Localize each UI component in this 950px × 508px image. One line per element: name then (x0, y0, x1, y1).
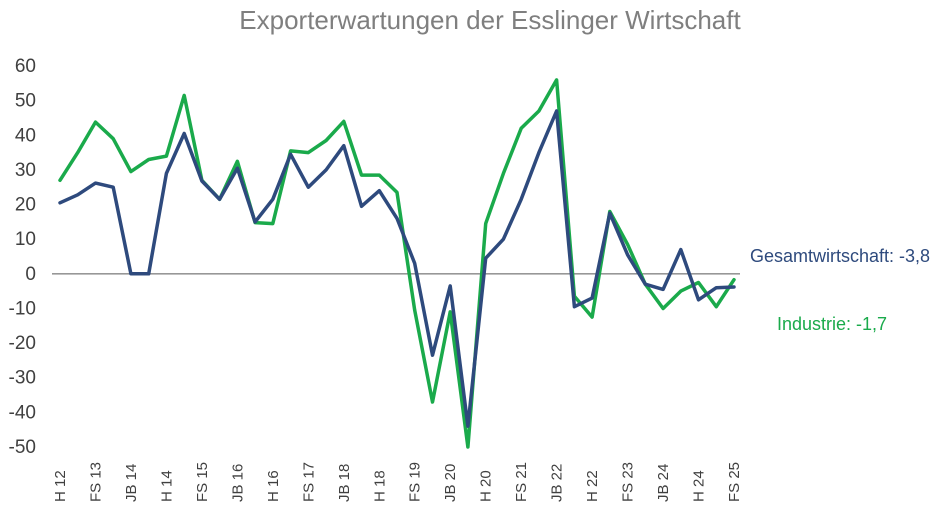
y-tick-label: -20 (9, 333, 36, 354)
series-line-industrie (58, 78, 736, 449)
x-tick-label: JB 14 (123, 464, 140, 502)
x-tick-label: FS 13 (87, 462, 104, 502)
x-tick-label: JB 16 (229, 464, 246, 502)
y-tick-label: 50 (15, 91, 36, 112)
series-label-gesamtwirtschaft: Gesamtwirtschaft: -3,8 (750, 246, 930, 266)
y-tick-label: -50 (9, 437, 36, 458)
x-tick-label: H 16 (265, 470, 282, 502)
series-group (58, 78, 736, 449)
y-tick-label: -10 (9, 298, 36, 319)
y-tick-label: 60 (15, 56, 36, 77)
series-label-industrie: Industrie: -1,7 (777, 314, 887, 334)
x-tick-label: H 24 (691, 470, 708, 502)
x-tick-label: JB 24 (655, 464, 672, 502)
series-line-gesamtwirtschaft (58, 109, 736, 428)
x-tick-label: H 20 (478, 470, 495, 502)
chart-title: Exporterwartungen der Esslinger Wirtscha… (239, 5, 741, 35)
y-tick-label: -40 (9, 402, 36, 423)
x-tick-label: JB 20 (442, 464, 459, 502)
y-tick-label: 10 (15, 229, 36, 250)
x-axis-ticks: H 12 FS 13 JB 14 H 14 FS 15 JB 16 H 16 FS 17 JB … (52, 462, 743, 502)
y-axis-ticks: 60 50 40 30 20 10 0 -10 -20 -30 -40 -50 (9, 56, 36, 458)
x-tick-label: JB 18 (336, 464, 353, 502)
x-tick-label: FS 15 (194, 462, 211, 502)
x-tick-label: FS 23 (620, 462, 637, 502)
x-tick-label: FS 17 (300, 462, 317, 502)
y-tick-label: 0 (25, 264, 36, 285)
x-tick-label: FS 19 (407, 462, 424, 502)
x-tick-label: H 22 (584, 470, 601, 502)
y-tick-label: -30 (9, 368, 36, 389)
x-tick-label: H 18 (371, 470, 388, 502)
x-tick-label: FS 25 (726, 462, 743, 502)
x-tick-label: FS 21 (513, 462, 530, 502)
y-tick-label: 30 (15, 160, 36, 181)
x-tick-label: H 12 (52, 470, 69, 502)
x-tick-label: JB 22 (549, 464, 566, 502)
x-tick-label: H 14 (158, 470, 175, 502)
y-tick-label: 40 (15, 125, 36, 146)
y-tick-label: 20 (15, 195, 36, 216)
